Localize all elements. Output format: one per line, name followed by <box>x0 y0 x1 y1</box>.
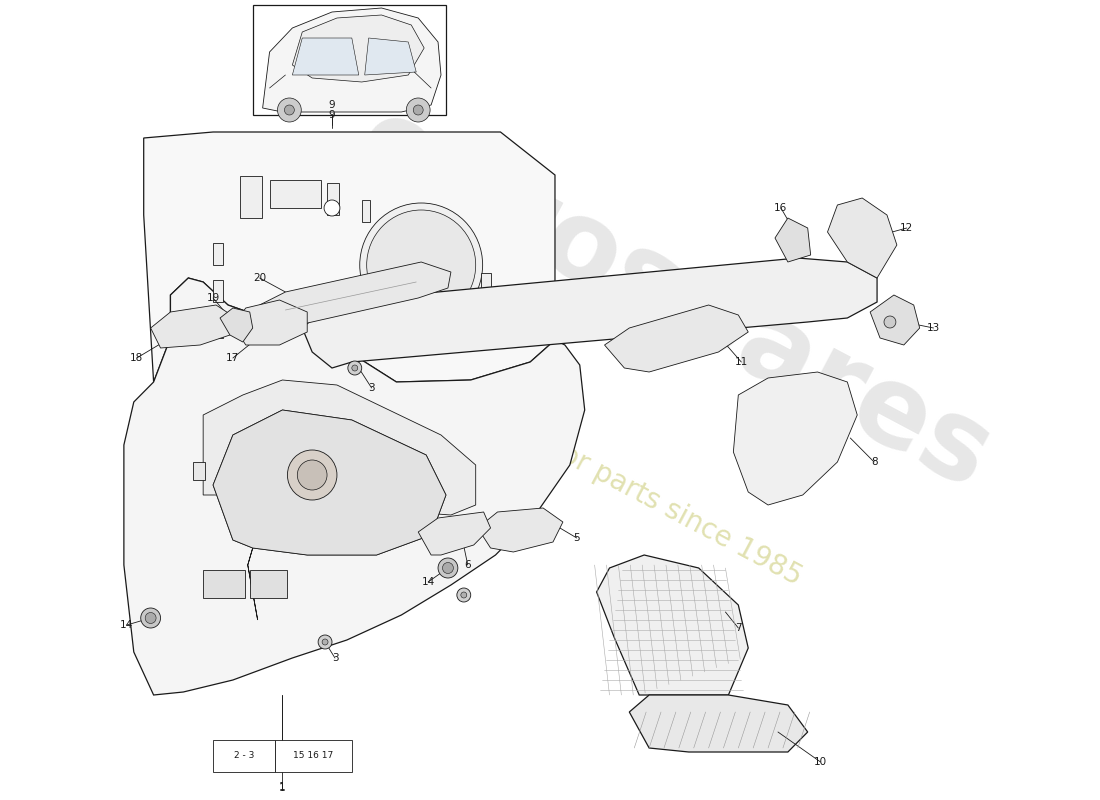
Circle shape <box>360 203 483 327</box>
Bar <box>194 462 205 480</box>
Polygon shape <box>629 695 807 752</box>
Circle shape <box>141 608 161 628</box>
Text: 2 - 3: 2 - 3 <box>233 751 254 761</box>
Polygon shape <box>776 218 811 262</box>
Circle shape <box>438 558 458 578</box>
Polygon shape <box>827 198 896 278</box>
Circle shape <box>414 105 424 115</box>
Text: 15 16 17: 15 16 17 <box>293 751 333 761</box>
Polygon shape <box>124 278 585 695</box>
Text: 19: 19 <box>207 293 220 303</box>
Circle shape <box>442 562 453 574</box>
Text: 18: 18 <box>130 353 143 363</box>
Text: 11: 11 <box>735 357 748 367</box>
Bar <box>362 200 370 222</box>
Text: 17: 17 <box>227 353 240 363</box>
Circle shape <box>277 98 301 122</box>
Bar <box>270 180 321 208</box>
Text: eurospares: eurospares <box>339 88 1010 512</box>
Bar <box>213 316 223 338</box>
Polygon shape <box>233 300 307 345</box>
Polygon shape <box>477 508 563 552</box>
Circle shape <box>348 361 362 375</box>
Text: 3: 3 <box>368 383 375 393</box>
Circle shape <box>461 592 466 598</box>
Text: 16: 16 <box>774 203 788 213</box>
Circle shape <box>297 460 327 490</box>
Circle shape <box>318 635 332 649</box>
Text: 10: 10 <box>814 757 827 767</box>
Polygon shape <box>302 258 877 368</box>
Polygon shape <box>293 15 425 82</box>
Circle shape <box>322 639 328 645</box>
Polygon shape <box>365 38 416 75</box>
Circle shape <box>287 450 337 500</box>
Text: 1: 1 <box>279 783 286 793</box>
Text: 14: 14 <box>120 620 133 630</box>
Bar <box>250 570 287 598</box>
Polygon shape <box>220 308 253 342</box>
Bar <box>240 176 262 218</box>
Polygon shape <box>870 295 920 345</box>
Circle shape <box>324 200 340 216</box>
Polygon shape <box>151 305 235 348</box>
Text: 8: 8 <box>871 457 878 467</box>
Polygon shape <box>213 410 446 620</box>
Text: 9: 9 <box>329 110 336 120</box>
Polygon shape <box>418 512 491 555</box>
Polygon shape <box>144 132 556 382</box>
Text: 20: 20 <box>253 273 266 283</box>
Polygon shape <box>293 38 359 75</box>
Text: 12: 12 <box>900 223 913 233</box>
Text: 14: 14 <box>421 577 434 587</box>
Polygon shape <box>263 8 441 112</box>
Polygon shape <box>260 262 451 328</box>
Polygon shape <box>204 380 475 515</box>
Polygon shape <box>605 305 748 372</box>
Bar <box>213 280 223 302</box>
Bar <box>327 183 339 215</box>
Text: 6: 6 <box>464 560 471 570</box>
Text: 13: 13 <box>927 323 940 333</box>
Bar <box>213 243 223 265</box>
Bar <box>204 570 245 598</box>
Text: a passion for parts since 1985: a passion for parts since 1985 <box>422 369 806 591</box>
Circle shape <box>366 210 475 320</box>
Circle shape <box>884 316 895 328</box>
Polygon shape <box>596 555 748 695</box>
Text: 7: 7 <box>735 623 741 633</box>
Bar <box>213 740 275 772</box>
Polygon shape <box>734 372 857 505</box>
Bar <box>481 273 491 295</box>
Circle shape <box>285 105 295 115</box>
Circle shape <box>145 613 156 623</box>
Text: 3: 3 <box>332 653 339 663</box>
Text: 1: 1 <box>279 782 286 792</box>
Circle shape <box>456 588 471 602</box>
Text: 9: 9 <box>329 100 336 110</box>
Bar <box>253 5 446 115</box>
Circle shape <box>352 365 358 371</box>
Bar <box>275 740 352 772</box>
Circle shape <box>406 98 430 122</box>
Text: 5: 5 <box>573 533 580 543</box>
Polygon shape <box>213 410 446 555</box>
